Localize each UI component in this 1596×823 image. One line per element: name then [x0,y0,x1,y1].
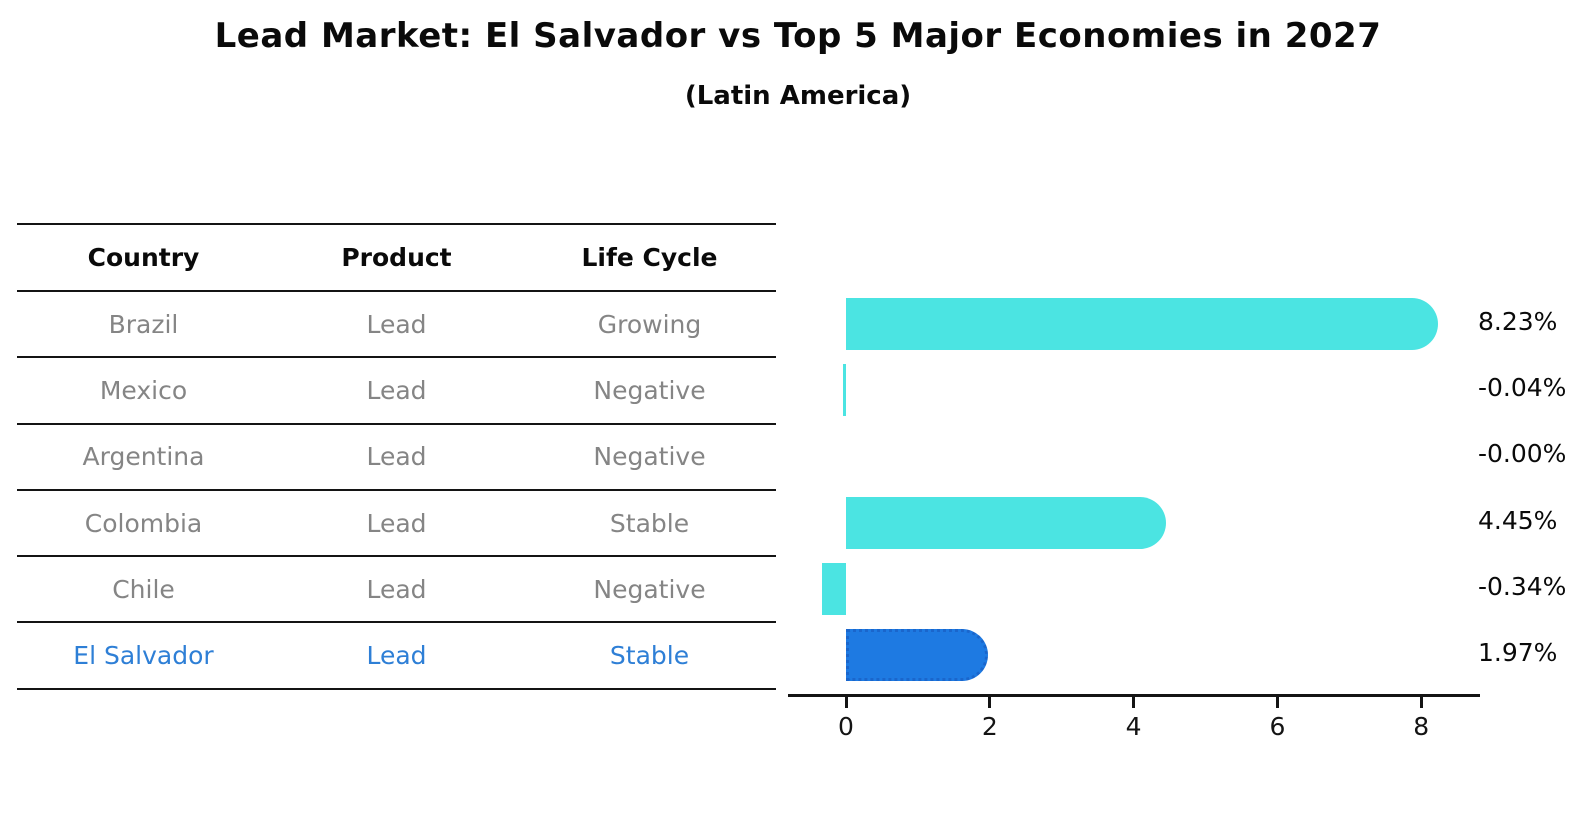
x-axis-tick [1419,697,1423,708]
cell-product: Lead [366,375,427,405]
bar-value-label: -0.00% [1478,439,1567,469]
cell-product: Lead [366,508,427,538]
header-cell-life-cycle: Life Cycle [581,243,718,272]
cell-product: Lead [366,574,427,604]
table-row: El Salvador Lead Stable [17,623,776,690]
table-row: Mexico Lead Negative [17,358,776,425]
header-cell-country: Country [87,243,200,272]
x-axis-tick-label: 4 [1125,712,1142,741]
table-row: Colombia Lead Stable [17,491,776,558]
x-axis-tick [1275,697,1279,708]
cell-country: Colombia [84,508,203,538]
x-axis-tick [988,697,992,708]
cell-country: Chile [112,574,175,604]
cell-country: Mexico [99,375,188,405]
table-row: Brazil Lead Growing [17,292,776,359]
page-subtitle: (Latin America) [684,81,912,111]
cell-life-cycle: Negative [593,442,706,472]
cell-product: Lead [366,309,427,339]
cell-life-cycle: Negative [593,375,706,405]
bar [821,562,846,615]
bar-value-label: 1.97% [1478,638,1558,668]
cell-country: Argentina [82,442,205,472]
bar-value-label: -0.34% [1478,571,1567,601]
comparison-table: Country Product Life Cycle Brazil Lead G… [17,223,776,690]
x-axis-tick-label: 0 [838,712,854,741]
bar-value-label: -0.04% [1478,372,1567,402]
x-axis-tick [1132,697,1136,708]
x-axis-tick-label: 8 [1413,712,1430,741]
bar-value-label: 4.45% [1478,505,1558,535]
table-row: Argentina Lead Negative [17,425,776,491]
bar-value-label: 8.23% [1478,306,1558,336]
cell-country: Brazil [108,309,179,339]
cell-life-cycle: Growing [597,309,702,339]
cell-life-cycle: Stable [609,641,690,671]
page-title: Lead Market: El Salvador vs Top 5 Major … [214,16,1382,56]
bar-highlight [846,629,988,682]
x-axis-line [788,694,1480,697]
cell-country: El Salvador [73,641,214,671]
header-cell-product: Product [341,243,452,272]
x-axis-tick-label: 6 [1269,712,1286,741]
x-axis-tick [844,697,848,708]
bar [843,363,846,416]
cell-life-cycle: Stable [609,508,690,538]
table-header-row: Country Product Life Cycle [17,225,776,292]
bar [846,297,1438,350]
x-axis-tick-label: 2 [981,712,998,741]
table-row: Chile Lead Negative [17,557,776,624]
cell-life-cycle: Negative [593,574,706,604]
cell-product: Lead [366,442,427,472]
bar [846,496,1166,549]
cell-product: Lead [366,641,427,671]
